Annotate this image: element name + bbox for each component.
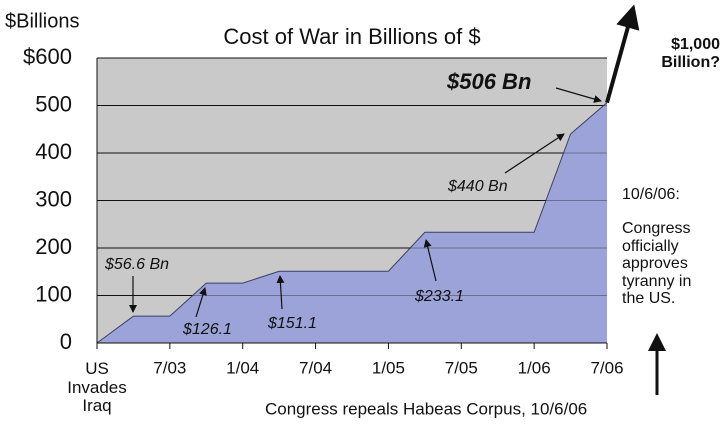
projection-arrow (605, 4, 640, 104)
label-arrow (195, 287, 207, 318)
data-label: $440 Bn (447, 178, 508, 195)
data-label: $233.1 (414, 288, 464, 305)
label-arrow (276, 275, 285, 310)
x-tick-label: US Invades Iraq (67, 359, 127, 416)
y-tick-label: 500 (35, 91, 72, 116)
projection-annotation: $1,000 Billion? (661, 36, 720, 71)
label-arrow (423, 239, 437, 282)
x-tick-label: 1/04 (226, 358, 259, 377)
y-tick-label: 400 (35, 139, 72, 164)
y-tick-label: $600 (23, 44, 72, 69)
data-label: $56.6 Bn (104, 256, 169, 273)
x-tick-label: 7/06 (590, 358, 623, 377)
area-outline (96, 102, 608, 344)
label-arrow (555, 87, 602, 103)
bottom-annotation: Congress repeals Habeas Corpus, 10/6/06 (265, 399, 587, 418)
y-tick-label: 100 (35, 281, 72, 306)
chart-title: Cost of War in Billions of $ (223, 24, 480, 49)
y-tick-label: 200 (35, 234, 72, 259)
note-annotation: Congress officially approves tyranny in … (622, 220, 692, 308)
x-tick-label: 1/06 (518, 358, 551, 377)
x-tick-label: 1/05 (372, 358, 405, 377)
area (97, 102, 607, 344)
y-tick-label: 0 (60, 329, 72, 354)
data-label: $506 Bn (446, 69, 531, 94)
data-label: $126.1 (182, 321, 232, 338)
x-tick-label: 7/04 (299, 358, 332, 377)
x-tick-label: 7/03 (153, 358, 186, 377)
date-annotation: 10/6/06: (622, 186, 680, 203)
y-axis-label: $Billions (5, 10, 79, 32)
data-label: $151.1 (267, 315, 317, 332)
label-arrow (504, 133, 565, 174)
x-tick-label: 7/05 (445, 358, 478, 377)
y-tick-label: 300 (35, 186, 72, 211)
